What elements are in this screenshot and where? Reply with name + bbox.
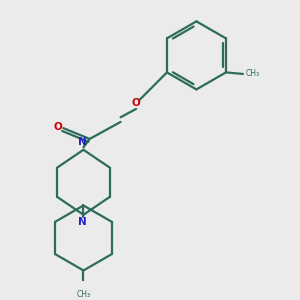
Text: O: O [132,98,140,108]
Text: O: O [53,122,62,132]
Text: N: N [77,217,86,227]
Text: N: N [77,137,86,147]
Text: CH₃: CH₃ [76,290,91,298]
Text: CH₃: CH₃ [245,70,260,79]
